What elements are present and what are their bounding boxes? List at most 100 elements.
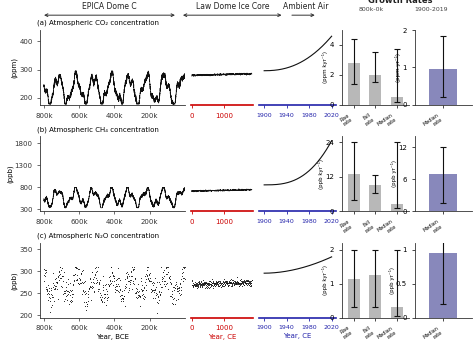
- Point: [221, 279, 229, 285]
- Point: [216, 282, 224, 288]
- Point: [105, 283, 112, 288]
- Bar: [369, 185, 382, 211]
- Point: [75, 281, 82, 287]
- Point: [105, 282, 113, 287]
- Point: [232, 281, 240, 286]
- Point: [134, 292, 141, 298]
- Point: [152, 284, 159, 289]
- Point: [240, 277, 247, 283]
- Point: [220, 279, 228, 285]
- Point: [125, 278, 133, 283]
- Point: [231, 278, 238, 284]
- Point: [210, 280, 218, 286]
- Point: [213, 279, 221, 285]
- Point: [128, 286, 136, 292]
- Point: [48, 294, 55, 300]
- Point: [65, 301, 73, 306]
- Point: [234, 279, 241, 284]
- Point: [73, 276, 81, 281]
- Point: [121, 303, 128, 309]
- Point: [157, 284, 164, 290]
- Point: [205, 280, 212, 286]
- Point: [48, 286, 55, 291]
- Point: [118, 295, 126, 301]
- Point: [243, 279, 250, 284]
- Point: [109, 278, 116, 283]
- Point: [175, 287, 182, 293]
- Point: [248, 277, 255, 283]
- Point: [196, 283, 204, 288]
- Point: [247, 283, 255, 288]
- Point: [111, 289, 119, 294]
- Point: [64, 288, 72, 294]
- Point: [119, 295, 127, 301]
- Point: [94, 264, 101, 270]
- Point: [95, 286, 103, 292]
- Point: [233, 275, 241, 280]
- Point: [175, 286, 182, 291]
- Point: [227, 280, 235, 286]
- Point: [179, 275, 186, 281]
- Point: [124, 274, 131, 279]
- Point: [58, 274, 66, 279]
- Point: [218, 283, 226, 288]
- Point: [144, 267, 151, 273]
- Point: [239, 281, 246, 286]
- Point: [84, 298, 91, 304]
- Point: [133, 295, 141, 301]
- Point: [246, 279, 253, 284]
- Point: [116, 286, 124, 292]
- Point: [201, 281, 209, 286]
- Point: [86, 276, 94, 282]
- Point: [243, 277, 251, 283]
- Point: [203, 281, 210, 286]
- Point: [89, 276, 97, 282]
- Point: [100, 299, 108, 305]
- Point: [107, 264, 115, 270]
- Point: [174, 296, 182, 301]
- Point: [100, 295, 108, 301]
- Point: [130, 266, 137, 272]
- Point: [219, 280, 226, 285]
- Point: [149, 279, 157, 285]
- Point: [79, 291, 86, 297]
- Point: [224, 280, 231, 286]
- Point: [56, 271, 64, 277]
- Point: [208, 279, 215, 285]
- Point: [44, 288, 51, 294]
- Point: [234, 281, 242, 286]
- Point: [206, 279, 214, 284]
- Point: [46, 286, 53, 291]
- Point: [91, 273, 99, 278]
- Point: [137, 287, 145, 292]
- Point: [174, 285, 182, 291]
- Point: [241, 279, 248, 285]
- Point: [218, 280, 225, 286]
- Point: [227, 280, 234, 285]
- Point: [246, 281, 254, 287]
- Point: [232, 282, 239, 287]
- Point: [56, 264, 64, 270]
- Point: [159, 278, 166, 284]
- Point: [222, 281, 230, 286]
- Point: [190, 281, 197, 286]
- Point: [154, 301, 162, 306]
- Point: [136, 294, 143, 299]
- Point: [203, 282, 210, 287]
- Point: [62, 288, 69, 294]
- Point: [134, 288, 141, 294]
- Point: [109, 274, 117, 279]
- Point: [180, 265, 188, 271]
- Point: [179, 278, 187, 283]
- Point: [145, 278, 153, 283]
- Point: [191, 281, 198, 287]
- Point: [132, 286, 139, 291]
- Point: [217, 280, 225, 286]
- Point: [173, 288, 181, 293]
- Point: [137, 294, 144, 300]
- Point: [191, 283, 199, 289]
- Point: [84, 294, 91, 299]
- Point: [135, 294, 142, 300]
- Point: [70, 278, 78, 284]
- Point: [64, 276, 72, 282]
